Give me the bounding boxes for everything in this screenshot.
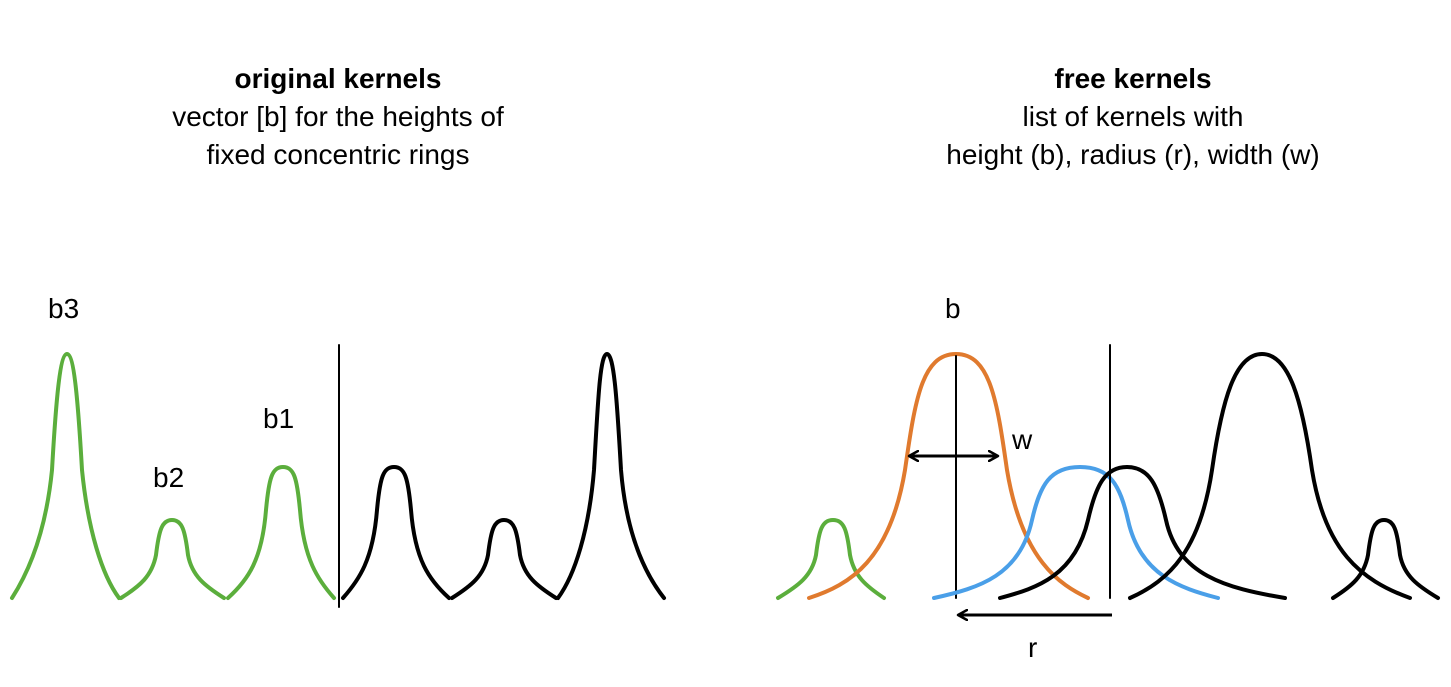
green-small-kernel: [776, 518, 886, 600]
label-b2: b2: [153, 462, 185, 493]
green-kernel-b3: [10, 352, 121, 600]
right-panel-description-line1: list of kernels with: [1022, 101, 1244, 132]
green-kernel-b1: [226, 465, 336, 600]
black-kernel-mirror-b2: [450, 518, 558, 600]
black-kernel-mirror: [998, 465, 1287, 600]
left-panel-title-block: original kernels vector [b] for the heig…: [108, 60, 568, 174]
left-panel-description-line2: fixed concentric rings: [206, 139, 470, 170]
black-kernel-mirror-b1: [341, 465, 451, 600]
label-r: r: [1028, 632, 1038, 663]
green-kernel-b2: [119, 518, 226, 600]
right-kernels: [776, 344, 1440, 600]
label-b3: b3: [48, 293, 80, 324]
right-panel-title-block: free kernels list of kernels with height…: [883, 60, 1383, 174]
left-panel-description-line1: vector [b] for the heights of: [172, 101, 504, 132]
right-panel-description-line2: height (b), radius (r), width (w): [946, 139, 1320, 170]
right-panel-title: free kernels: [1054, 63, 1212, 94]
blue-kernel: [932, 465, 1220, 600]
label-w: w: [1012, 424, 1033, 455]
black-small-kernel: [1331, 518, 1440, 600]
left-kernels: [10, 344, 666, 608]
left-panel-title: original kernels: [234, 63, 442, 94]
label-b: b: [945, 293, 961, 324]
black-kernel-mirror-b3: [556, 352, 666, 600]
black-wide-kernel: [1128, 352, 1412, 600]
label-b1: b1: [263, 403, 295, 434]
orange-kernel: [807, 352, 1090, 600]
